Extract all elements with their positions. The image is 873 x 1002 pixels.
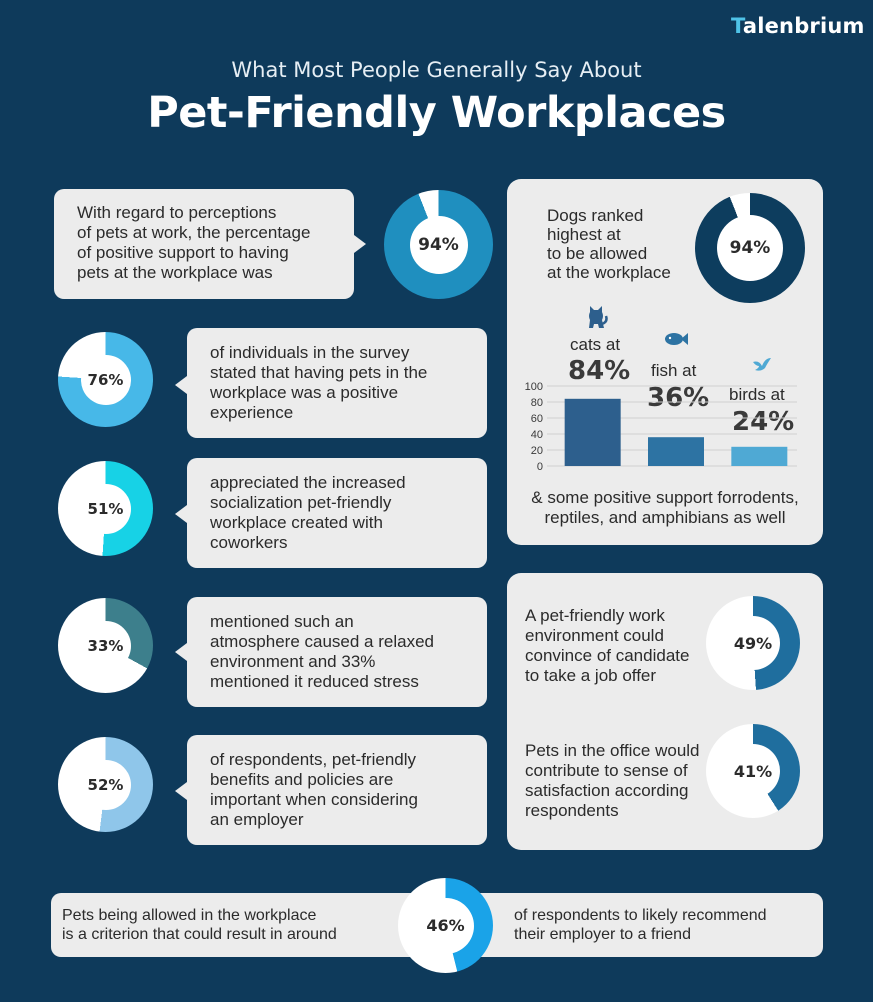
y-tick-label: 100 xyxy=(525,381,543,393)
relaxed-card xyxy=(187,597,487,707)
recommend-left-text: Pets being allowed in the workplace is a… xyxy=(62,907,337,943)
positive-experience-pct: 76% xyxy=(80,354,131,405)
positive-experience-donut: 76% xyxy=(58,332,153,427)
y-tick-label: 80 xyxy=(531,397,543,409)
job-offer-text: A pet-friendly work environment could co… xyxy=(525,606,690,685)
pets-bar-svg: 0 20 40 60 80 100 xyxy=(525,381,797,473)
page-subtitle: What Most People Generally Say About xyxy=(231,58,642,82)
satisfaction-pct: 41% xyxy=(726,744,780,798)
card-pointer xyxy=(175,505,187,523)
positive-experience-card xyxy=(187,328,487,438)
y-tick-label: 0 xyxy=(537,461,543,473)
job-offer-pct: 49% xyxy=(726,616,780,670)
y-tick-label: 20 xyxy=(531,445,543,457)
cat-icon xyxy=(589,306,608,328)
positive-support-text: With regard to perceptions of pets at wo… xyxy=(77,203,311,282)
satisfaction-text: Pets in the office would contribute to s… xyxy=(525,741,700,820)
pets-footnote: & some positive support forrodents, rept… xyxy=(531,488,799,527)
relaxed-donut: 33% xyxy=(58,598,153,693)
dogs-pct: 94% xyxy=(717,215,783,281)
birds-label: birds at xyxy=(729,385,785,404)
benefits-pct: 52% xyxy=(80,759,131,810)
fish-icon xyxy=(665,333,688,345)
benefits-text: of respondents, pet-friendly benefits an… xyxy=(210,750,418,829)
y-tick-label: 60 xyxy=(531,413,543,425)
positive-experience-text: of individuals in the survey stated that… xyxy=(210,343,428,422)
fish-pct: 36% xyxy=(647,383,710,413)
positive-support-card xyxy=(54,189,354,299)
positive-support-pct: 94% xyxy=(409,215,468,274)
page-title: Pet-Friendly Workplaces xyxy=(147,88,726,138)
bar-cats xyxy=(564,398,621,466)
socialization-donut: 51% xyxy=(58,461,153,556)
logo-text: alenbrium xyxy=(742,14,865,38)
dogs-donut: 94% xyxy=(695,193,805,303)
pets-bar-chart: 0 20 40 60 80 100 xyxy=(521,380,801,475)
relaxed-pct: 33% xyxy=(80,620,131,671)
job-offer-donut: 49% xyxy=(706,596,800,690)
recommend-card-left xyxy=(51,893,431,957)
card-pointer xyxy=(175,643,187,661)
benefits-card xyxy=(187,735,487,845)
socialization-pct: 51% xyxy=(80,483,131,534)
benefits-donut: 52% xyxy=(58,737,153,832)
card-pointer xyxy=(175,376,187,394)
bar-birds xyxy=(731,446,788,466)
fish-label: fish at xyxy=(651,361,697,380)
socialization-card xyxy=(187,458,487,568)
relaxed-text: mentioned such an atmosphere caused a re… xyxy=(210,612,434,691)
y-tick-label: 40 xyxy=(531,429,543,441)
cats-label: cats at xyxy=(570,335,621,354)
card-pointer xyxy=(175,782,187,800)
birds-pct: 24% xyxy=(732,407,795,437)
brand-logo: Talenbrium xyxy=(731,14,865,38)
socialization-text: appreciated the increased socialization … xyxy=(210,473,406,552)
satisfaction-donut: 41% xyxy=(706,724,800,818)
card-pointer xyxy=(354,235,366,253)
recommend-donut: 46% xyxy=(398,878,493,973)
bar-fish xyxy=(648,437,704,466)
recommend-card-right xyxy=(462,893,823,957)
bird-icon xyxy=(753,358,771,371)
positive-support-donut: 94% xyxy=(384,190,493,299)
recommend-pct: 46% xyxy=(417,897,474,954)
dogs-text: Dogs ranked highest at to be allowed at … xyxy=(547,206,671,282)
cats-pct: 84% xyxy=(568,356,631,386)
recommend-right-text: of respondents to likely recommend their… xyxy=(514,907,767,943)
logo-mark: T xyxy=(731,14,743,38)
